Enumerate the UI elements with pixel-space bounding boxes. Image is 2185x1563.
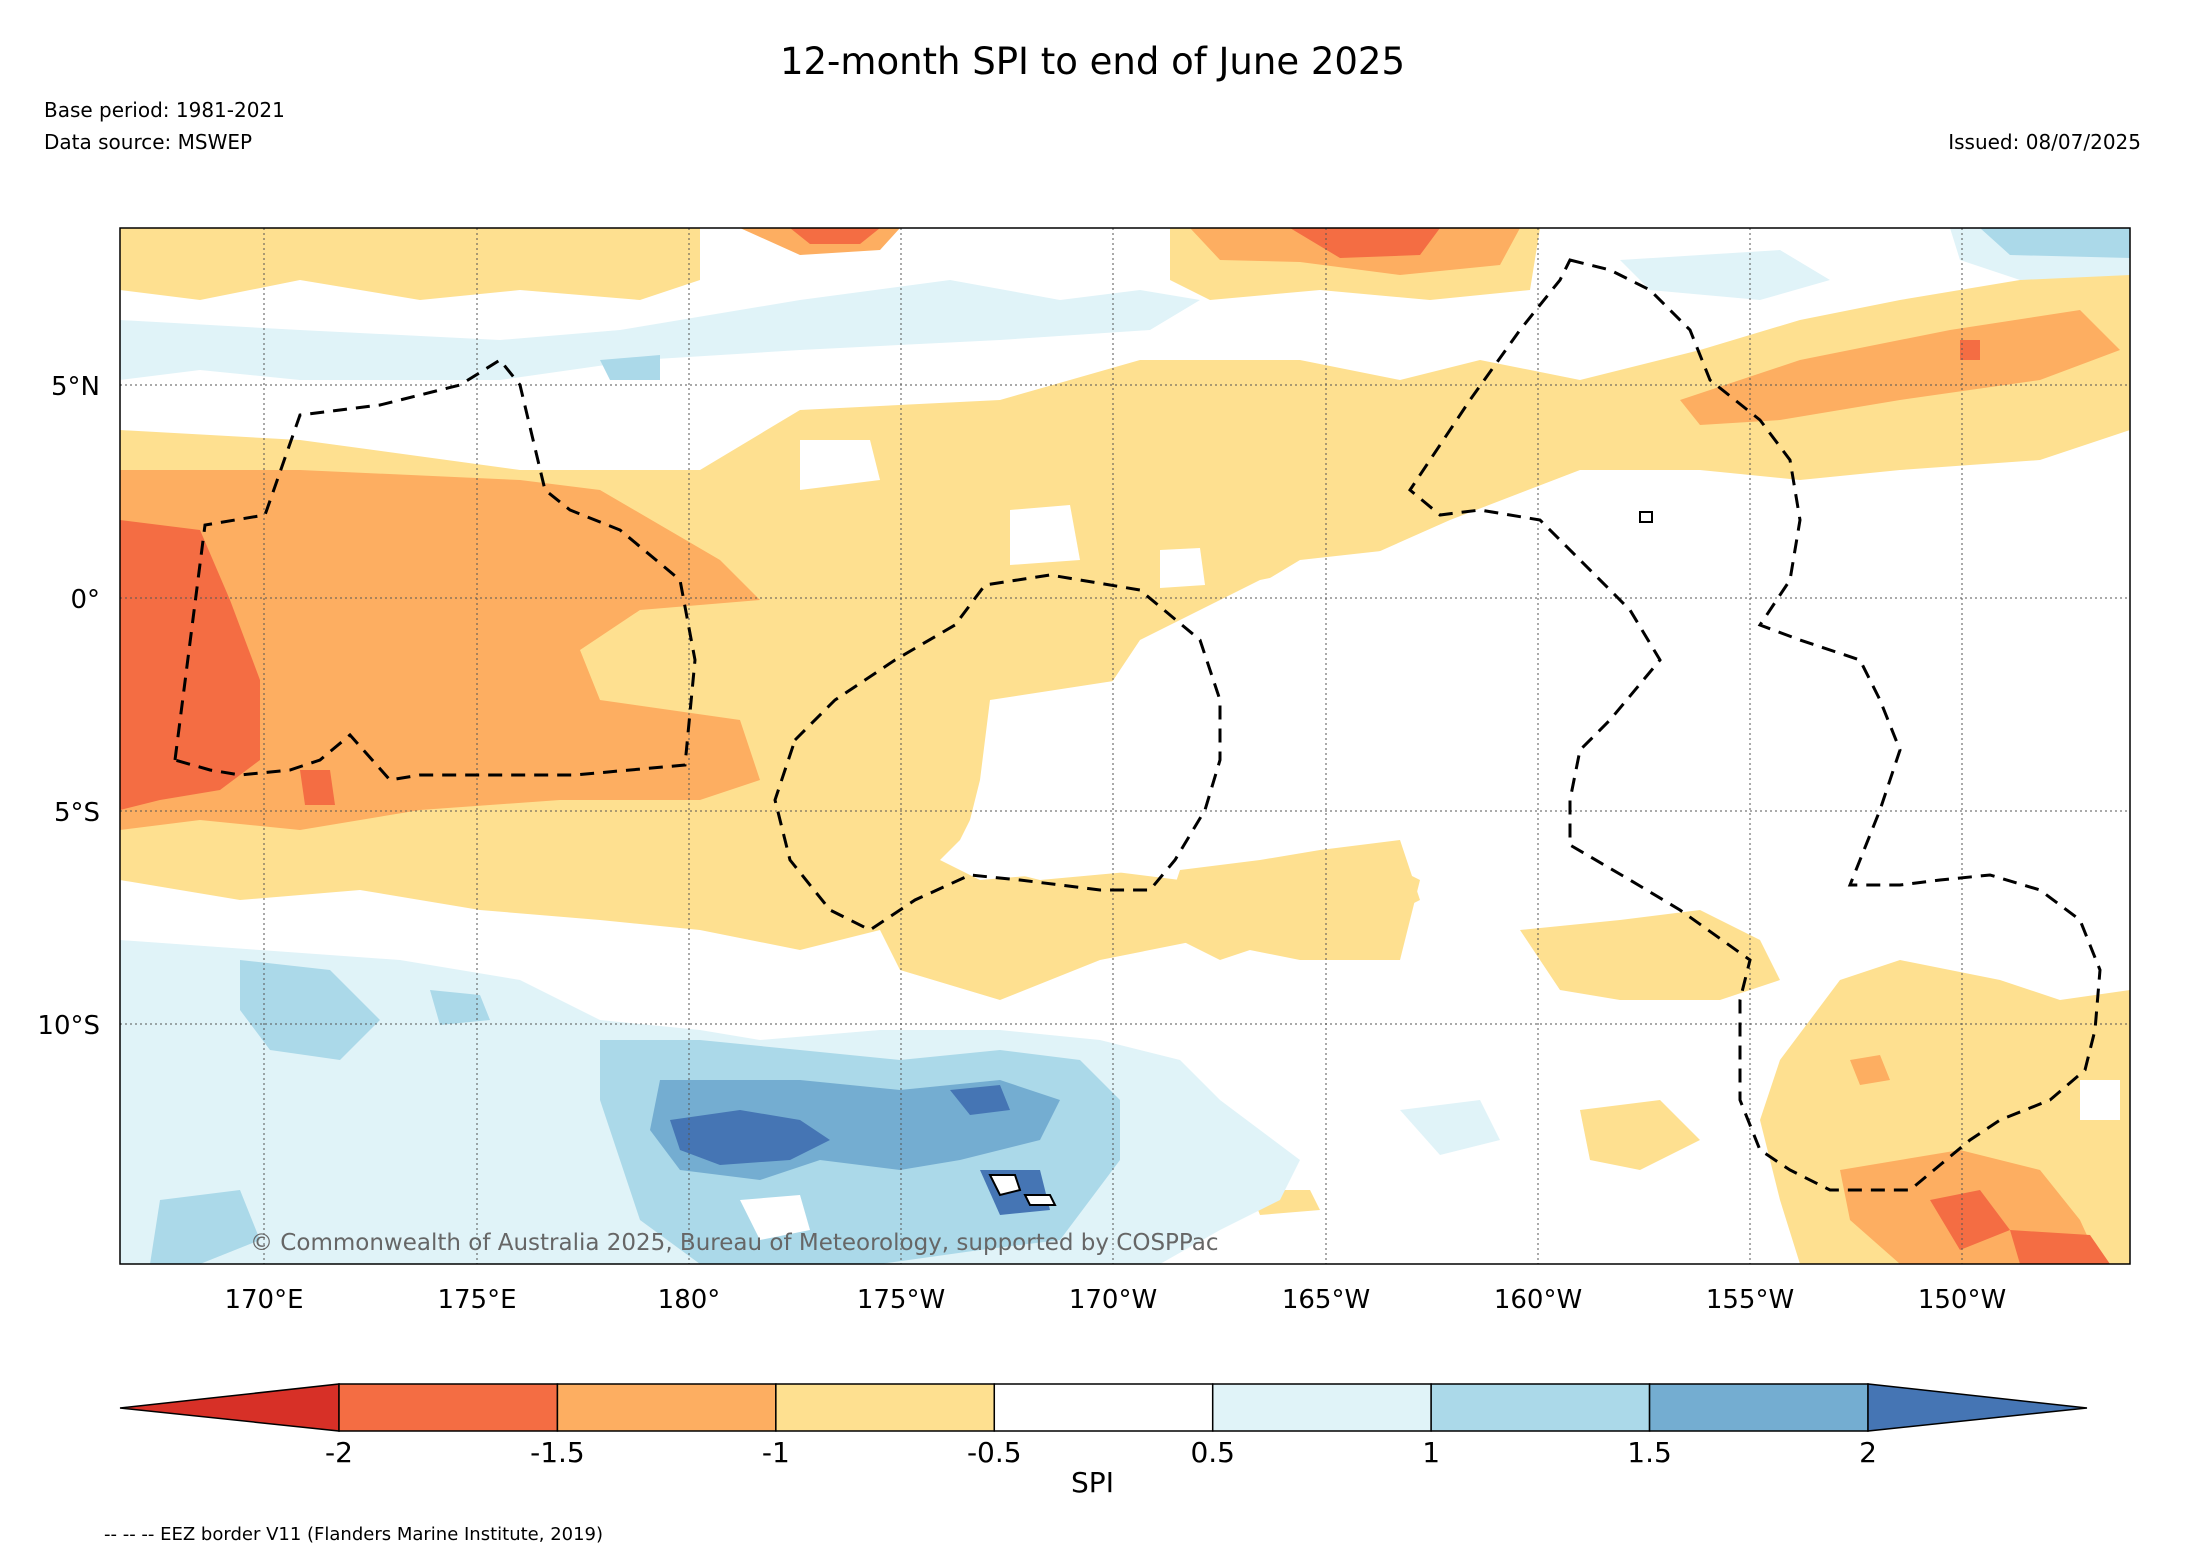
spi-region-normal-east	[1200, 480, 2130, 1000]
spi-region-extreme-wet-2	[950, 1085, 1010, 1115]
lat-tick-label: 10°S	[37, 1011, 100, 1041]
spi-region-driest-north-central	[1290, 228, 1440, 258]
colorbar-extend-right	[1867, 1383, 2088, 1432]
colorbar-cells	[338, 1383, 1869, 1432]
spi-region-wetter-north-east	[1980, 228, 2130, 258]
spi-region-extreme-wet-1	[670, 1110, 830, 1165]
lon-tick-label: 175°E	[437, 1285, 516, 1315]
spi-region-driest-north-top	[790, 228, 880, 244]
colorbar-tick-label: 0.5	[1190, 1436, 1235, 1469]
colorbar-cell	[993, 1383, 1214, 1432]
spi-region-driest-south-east-1	[1930, 1190, 2010, 1250]
spi-region-wet-south-patch	[1400, 1100, 1500, 1155]
spi-region-normal-south-hole	[740, 1195, 810, 1240]
spi-region-driest-north-east-patch	[1960, 340, 1980, 360]
copyright-notice: © Commonwealth of Australia 2025, Bureau…	[250, 1230, 1219, 1256]
latitude-tick-labels: 5°N 0° 5°S 10°S	[37, 372, 100, 1041]
lat-tick-label: 5°N	[51, 372, 100, 402]
island-1	[988, 1174, 1022, 1197]
colorbar-cell	[556, 1383, 777, 1432]
lon-tick-label: 160°W	[1494, 1285, 1582, 1315]
map-title: 12-month SPI to end of June 2025	[779, 40, 1406, 83]
spi-region-driest-west-patch	[300, 770, 335, 805]
islands	[988, 511, 1653, 1206]
island-3	[1639, 511, 1653, 523]
lon-tick-label: 170°W	[1069, 1285, 1157, 1315]
spi-region-dry-north-west	[120, 228, 700, 300]
colorbar-tick-label: -1.5	[530, 1436, 585, 1469]
eez-border-west	[173, 358, 697, 782]
spi-region-drier-west	[120, 470, 760, 830]
spi-region-normal-hole-2	[1010, 505, 1080, 565]
spi-region-driest-south-east-2	[2010, 1230, 2110, 1264]
colorbar-cell	[338, 1383, 559, 1432]
island-2	[1023, 1194, 1057, 1206]
lon-tick-label: 165°W	[1282, 1285, 1370, 1315]
lon-tick-label: 180°	[658, 1285, 721, 1315]
colorbar-tick-label: 1	[1422, 1436, 1440, 1469]
colorbar-cell	[775, 1383, 996, 1432]
spi-map-panel: © Commonwealth of Australia 2025, Bureau…	[120, 228, 2130, 1264]
spi-colorbar: -2 -1.5 -1 -0.5 0.5 1 1.5 2	[119, 1383, 2088, 1469]
data-source-text: Data source: MSWEP	[44, 130, 253, 154]
longitude-tick-labels: 170°E 175°E 180° 175°W 170°W 165°W 160°W…	[224, 1285, 2006, 1315]
colorbar-tick-label: -0.5	[967, 1436, 1022, 1469]
spi-region-dry-south-east-patch-1	[1580, 1100, 1700, 1170]
map-frame	[119, 227, 2131, 1265]
issued-date-text: Issued: 08/07/2025	[1948, 130, 2141, 154]
colorbar-cell	[1211, 1383, 1432, 1432]
spi-region-wetter-south-west-2	[150, 1190, 260, 1264]
spi-region-normal-hole-3	[1160, 548, 1205, 588]
lon-tick-label: 155°W	[1706, 1285, 1794, 1315]
spi-region-drier-north-east	[1680, 310, 2120, 425]
eez-border-east	[1408, 258, 2102, 1192]
colorbar-tick-label: 1.5	[1627, 1436, 1672, 1469]
spi-region-normal-hole-1	[800, 440, 880, 490]
spi-region-dry-central-band	[120, 275, 2130, 1000]
spi-region-dry-south-central	[1160, 840, 1420, 960]
spi-region-drier-south-east-patch	[1850, 1055, 1890, 1085]
spi-region-wetter-south-west-1	[240, 960, 380, 1060]
lon-tick-label: 170°E	[224, 1285, 303, 1315]
colorbar-tick-label: -1	[762, 1436, 790, 1469]
colorbar-tick-label: 2	[1859, 1436, 1877, 1469]
colorbar-cell	[1430, 1383, 1651, 1432]
spi-region-normal-hole-central	[960, 680, 1200, 880]
eez-borders	[173, 258, 2102, 1192]
lon-tick-label: 150°W	[1918, 1285, 2006, 1315]
colorbar-cell	[1648, 1383, 1869, 1432]
colorbar-label: SPI	[1071, 1466, 1114, 1499]
colorbar-tick-label: -2	[325, 1436, 353, 1469]
spi-region-wetter-north-patch	[600, 355, 660, 380]
base-period-text: Base period: 1981-2021	[44, 98, 285, 122]
spi-region-wetter-south-west-3	[430, 990, 490, 1025]
spi-region-normal-south-east-patch	[2080, 1080, 2120, 1120]
lon-tick-label: 175°W	[857, 1285, 945, 1315]
spi-region-driest-west	[120, 520, 260, 810]
spi-region-wet-north-east-1	[1620, 250, 1830, 300]
colorbar-tick-labels: -2 -1.5 -1 -0.5 0.5 1 1.5 2	[325, 1436, 1877, 1469]
eez-legend-note: -- -- -- EEZ border V11 (Flanders Marine…	[104, 1524, 604, 1545]
lat-tick-label: 5°S	[54, 798, 100, 828]
spi-region-wet-north-band	[120, 280, 1200, 380]
lat-tick-label: 0°	[70, 585, 100, 615]
colorbar-extend-left	[119, 1383, 340, 1432]
spi-region-dry-south-east-1	[1520, 910, 1780, 1000]
